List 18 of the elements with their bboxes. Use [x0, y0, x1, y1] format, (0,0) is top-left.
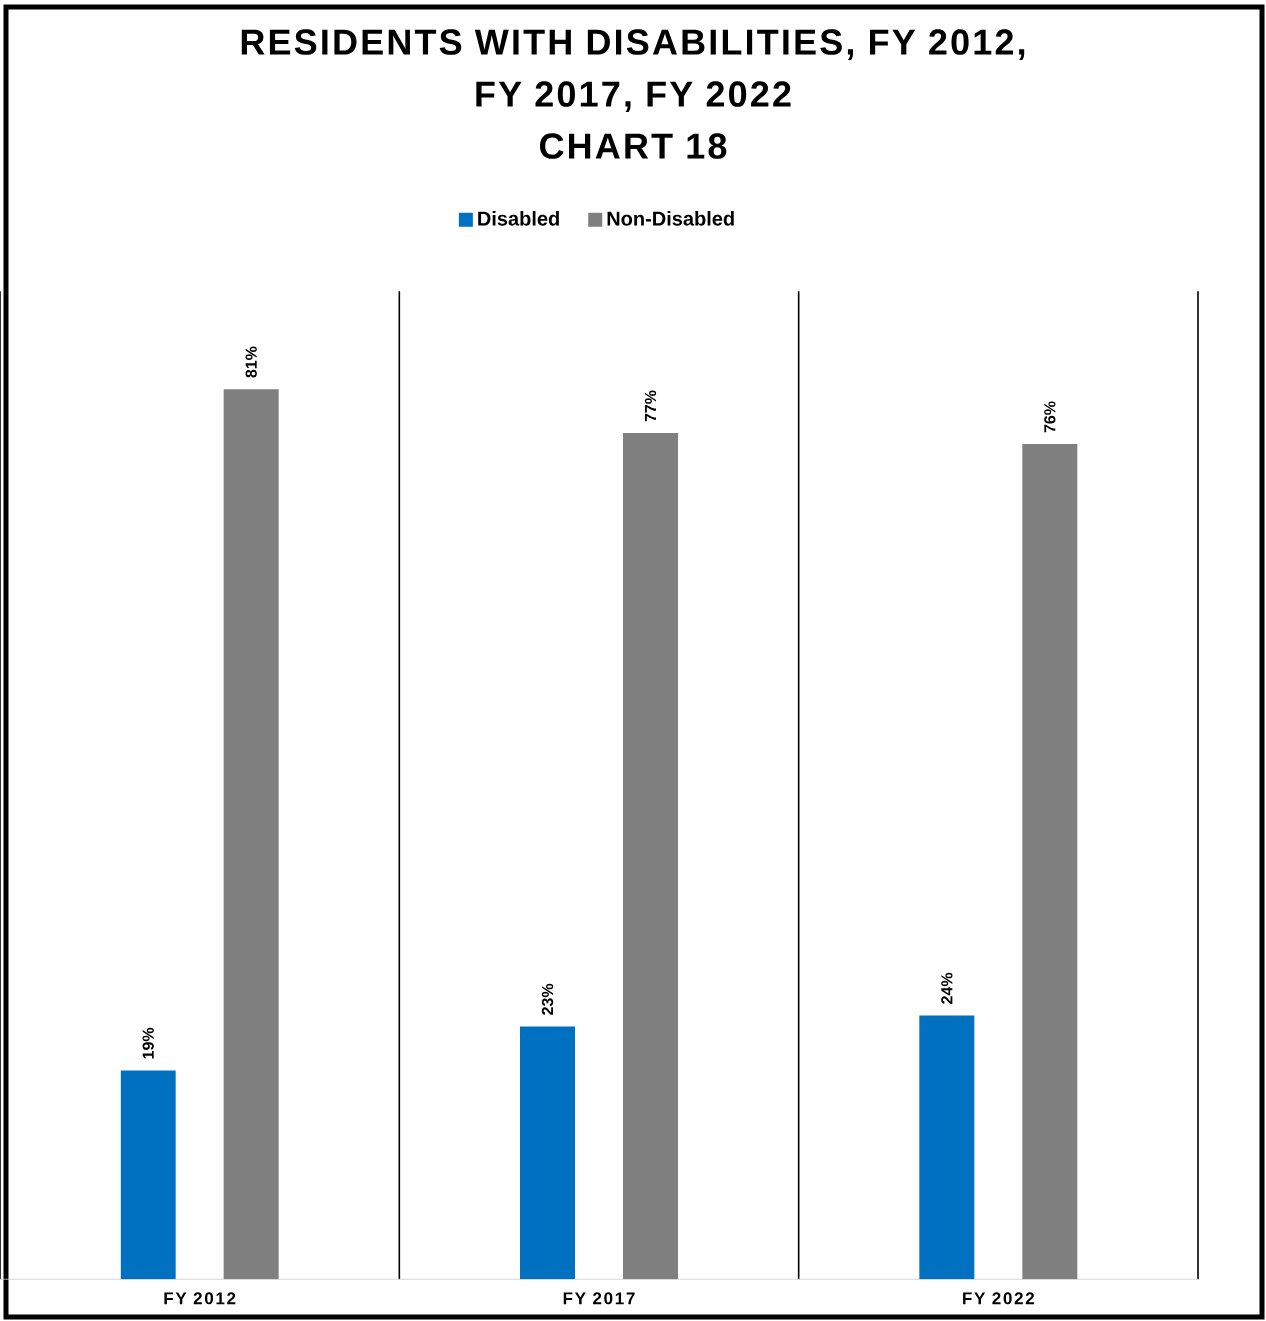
data-label: 77% [644, 390, 657, 422]
data-label: 24% [941, 972, 953, 1004]
x-tick-label: FY 2012 [164, 1292, 236, 1305]
bar [919, 1015, 975, 1280]
legend-label: Disabled [478, 211, 559, 226]
legend-label: Non-Disabled [607, 211, 734, 226]
x-tick-label: FY 2022 [963, 1292, 1035, 1305]
chart-title: RESIDENTS WITH DISABILITIES, FY 2012, FY 2017, FY 2022 CHART 18 [241, 29, 1025, 159]
data-label: 76% [1044, 401, 1056, 433]
bar [520, 1026, 575, 1280]
data-label: 81% [245, 346, 257, 378]
data-label: 23% [541, 983, 554, 1015]
bar [223, 389, 279, 1280]
bar [623, 433, 678, 1280]
data-label: 19% [142, 1027, 154, 1059]
x-tick-label: FY 2017 [563, 1292, 635, 1305]
bar [120, 1070, 176, 1280]
bar [1022, 444, 1078, 1280]
